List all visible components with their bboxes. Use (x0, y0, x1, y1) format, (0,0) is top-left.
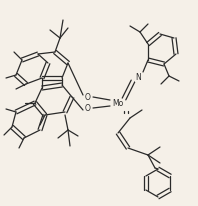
Text: N: N (135, 73, 141, 82)
Text: O: O (85, 103, 91, 112)
Text: Mo: Mo (112, 98, 124, 108)
Text: O: O (85, 92, 91, 102)
